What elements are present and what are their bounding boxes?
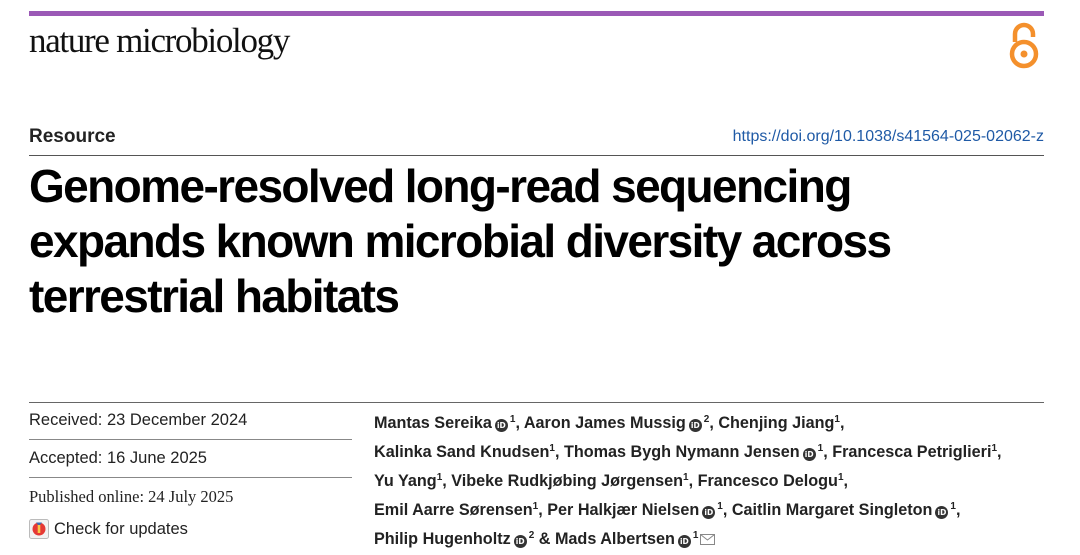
author-name[interactable]: Per Halkjær Nielsen iD1: [547, 501, 723, 519]
orcid-icon[interactable]: iD: [802, 448, 816, 461]
affiliation-number[interactable]: 1: [436, 472, 443, 483]
doi-link[interactable]: https://doi.org/10.1038/s41564-025-02062…: [732, 128, 1044, 145]
author-name[interactable]: Kalinka Sand Knudsen1: [374, 443, 555, 461]
author-name-text: Kalinka Sand Knudsen: [374, 443, 550, 461]
author-name[interactable]: Francesca Petriglieri1: [832, 443, 997, 461]
title-line: Genome-resolved long-read sequencing: [29, 160, 852, 212]
author-list: Mantas Sereika iD1, Aaron James Mussig iD2…: [374, 407, 1054, 552]
journal-accent-bar: [29, 11, 1044, 16]
check-for-updates-button[interactable]: Check for updates: [29, 519, 352, 539]
check-for-updates-label: Check for updates: [54, 519, 188, 538]
title-line: terrestrial habitats: [29, 270, 400, 322]
affiliation-number[interactable]: 1: [991, 443, 998, 454]
affiliation-number[interactable]: 2: [528, 530, 535, 541]
orcid-icon[interactable]: iD: [513, 535, 527, 548]
author-name[interactable]: Philip Hugenholtz iD2: [374, 530, 534, 548]
author-name-text: Aaron James Mussig: [523, 414, 686, 432]
author-name[interactable]: Emil Aarre Sørensen1: [374, 501, 538, 519]
orcid-icon[interactable]: iD: [935, 506, 949, 519]
affiliation-number[interactable]: 1: [717, 501, 723, 512]
affiliation-number[interactable]: 1: [549, 443, 555, 454]
author-name-text: Thomas Bygh Nymann Jensen: [563, 443, 800, 461]
author-name[interactable]: Aaron James Mussig iD2: [523, 414, 710, 432]
author-name-text: Philip Hugenholtz: [374, 530, 511, 548]
author-line: Kalinka Sand Knudsen1, Thomas Bygh Nyman…: [374, 443, 1002, 461]
header-divider: [29, 155, 1044, 156]
author-line: Philip Hugenholtz iD2 & Mads Albertsen iD1: [374, 523, 1054, 552]
affiliation-number[interactable]: 1: [950, 501, 956, 512]
orcid-icon[interactable]: iD: [702, 506, 716, 519]
affiliation-number[interactable]: 1: [692, 530, 699, 541]
article-dates: Received: 23 December 2024 Accepted: 16 …: [29, 402, 352, 539]
author-name-text: Mads Albertsen: [554, 530, 675, 548]
author-name[interactable]: Chenjing Jiang1: [718, 414, 840, 432]
affiliation-number[interactable]: 2: [703, 414, 710, 425]
author-name-text: Chenjing Jiang: [718, 414, 835, 432]
article-type: Resource: [29, 126, 116, 147]
published-date: Published online: 24 July 2025: [29, 487, 234, 506]
open-access-icon: [1009, 22, 1039, 69]
received-date: Received: 23 December 2024: [29, 402, 352, 440]
author-name-text: Vibeke Rudkjøbing Jørgensen: [451, 472, 684, 490]
author-name-text: Caitlin Margaret Singleton: [731, 501, 933, 519]
journal-name[interactable]: nature microbiology: [29, 21, 290, 60]
author-name[interactable]: Mantas Sereika iD1: [374, 414, 515, 432]
email-icon[interactable]: [700, 534, 716, 545]
author-line: Emil Aarre Sørensen1, Per Halkjær Nielse…: [374, 501, 961, 519]
author-name-text: Francesco Delogu: [697, 472, 838, 490]
author-name-text: Per Halkjær Nielsen: [547, 501, 700, 519]
affiliation-number[interactable]: 1: [509, 414, 516, 425]
author-name-text: Yu Yang: [374, 472, 437, 490]
author-name[interactable]: Yu Yang1: [374, 472, 442, 490]
author-name-text: Mantas Sereika: [374, 414, 492, 432]
orcid-icon[interactable]: iD: [677, 535, 691, 548]
author-name[interactable]: Vibeke Rudkjøbing Jørgensen1: [451, 472, 688, 490]
article-title: Genome-resolved long-read sequencing exp…: [29, 159, 1049, 324]
author-name[interactable]: Francesco Delogu1: [698, 472, 844, 490]
accepted-date: Accepted: 16 June 2025: [29, 440, 352, 478]
orcid-icon[interactable]: iD: [688, 419, 702, 432]
affiliation-number[interactable]: 1: [834, 414, 840, 425]
affiliation-number[interactable]: 1: [532, 501, 539, 512]
affiliation-number[interactable]: 1: [817, 443, 824, 454]
affiliation-number[interactable]: 1: [683, 472, 689, 483]
author-name[interactable]: Mads Albertsen iD1: [555, 530, 716, 548]
author-name-text: Francesca Petriglieri: [832, 443, 992, 461]
title-line: expands known microbial diversity across: [29, 215, 892, 267]
metadata-divider: [29, 402, 1044, 403]
author-line: Mantas Sereika iD1, Aaron James Mussig iD2…: [374, 414, 845, 432]
author-line: Yu Yang1, Vibeke Rudkjøbing Jørgensen1, …: [374, 472, 848, 490]
author-name-text: Emil Aarre Sørensen: [374, 501, 533, 519]
crossmark-icon: [29, 519, 49, 539]
orcid-icon[interactable]: iD: [494, 419, 508, 432]
affiliation-number[interactable]: 1: [837, 472, 844, 483]
author-name[interactable]: Thomas Bygh Nymann Jensen iD1: [564, 443, 823, 461]
author-name[interactable]: Caitlin Margaret Singleton iD1: [732, 501, 956, 519]
